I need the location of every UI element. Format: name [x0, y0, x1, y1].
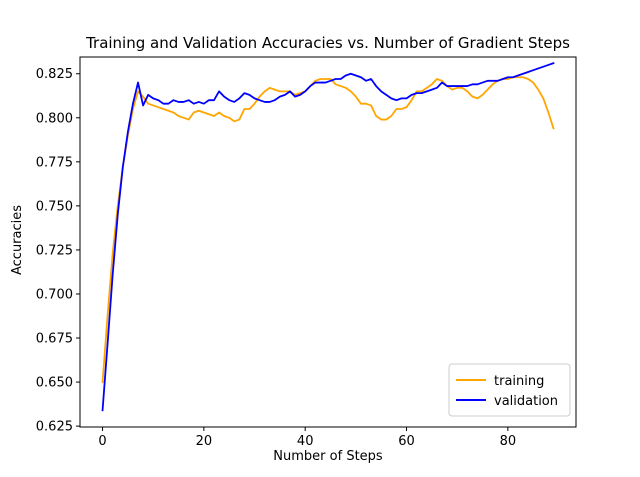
x-axis: 0 20 40 60 80 — [98, 427, 516, 449]
x-tick-label: 0 — [98, 434, 106, 449]
y-axis-label: Accuracies — [10, 205, 25, 275]
x-tick-label: 60 — [398, 434, 415, 449]
x-tick-label: 20 — [196, 434, 213, 449]
x-tick-label: 40 — [297, 434, 314, 449]
legend-label-training: training — [494, 374, 544, 389]
x-tick-label: 80 — [500, 434, 517, 449]
y-tick-label: 0.775 — [36, 155, 73, 170]
legend-frame — [448, 363, 571, 417]
y-tick-label: 0.725 — [36, 243, 73, 258]
series-line-training — [101, 76, 555, 384]
y-tick-label: 0.800 — [36, 111, 73, 126]
x-axis-label: Number of Steps — [273, 449, 383, 464]
y-tick-label: 0.750 — [36, 199, 73, 214]
y-tick-label: 0.675 — [36, 332, 73, 347]
chart-title: Training and Validation Accuracies vs. N… — [85, 34, 570, 52]
y-tick-label: 0.625 — [36, 420, 73, 435]
y-tick-label: 0.650 — [36, 376, 73, 391]
y-axis: 0.625 0.650 0.675 0.700 0.725 0.750 0.775 0.800… — [36, 67, 80, 435]
legend: training validation — [448, 363, 571, 417]
series-line-validation — [101, 62, 555, 412]
plot-frame — [79, 56, 577, 428]
y-tick-label: 0.700 — [36, 287, 73, 302]
plot-area — [101, 62, 555, 412]
legend-label-validation: validation — [494, 394, 558, 409]
y-tick-label: 0.825 — [36, 67, 73, 82]
